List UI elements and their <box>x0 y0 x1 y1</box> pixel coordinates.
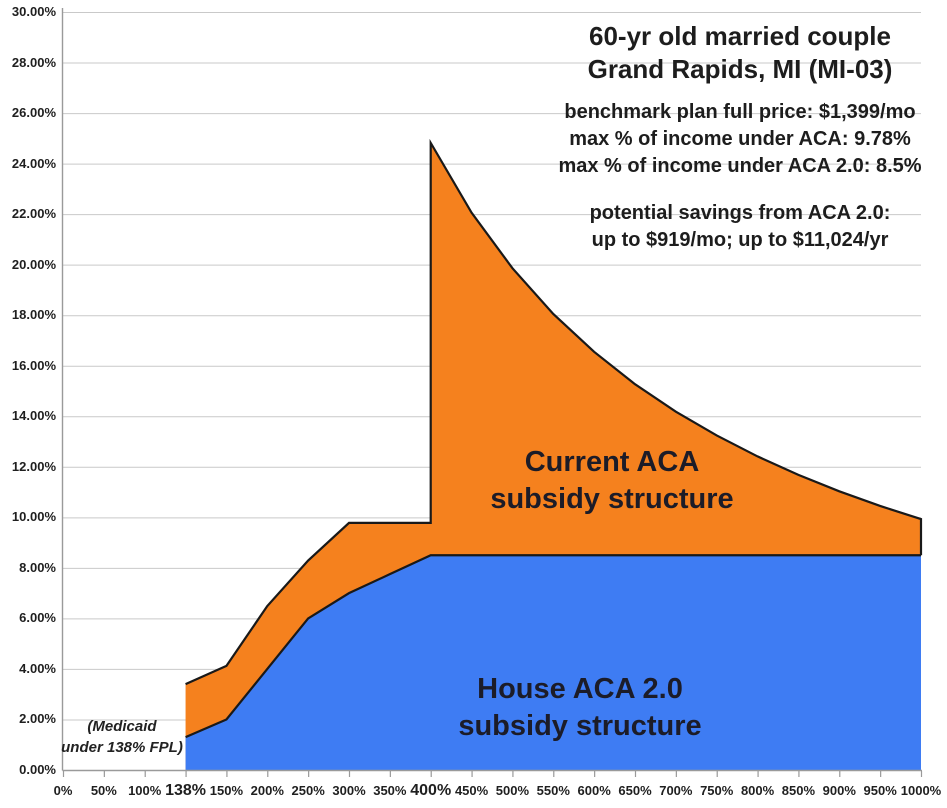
x-axis-label: 700% <box>659 783 693 798</box>
house-aca-series-label-line1: House ACA 2.0 <box>477 673 683 705</box>
x-axis-label: 400% <box>410 782 452 799</box>
max-pct-aca-note: max % of income under ACA: 9.78% <box>569 128 911 150</box>
savings-note-line2: up to $919/mo; up to $11,024/yr <box>591 229 889 251</box>
y-axis-label: 12.00% <box>11 458 56 474</box>
annotation-block: 60-yr old married couple Grand Rapids, M… <box>540 20 940 254</box>
x-axis-label: 650% <box>618 783 652 798</box>
y-axis-label: 18.00% <box>11 307 56 323</box>
x-axis-label: 600% <box>577 783 611 798</box>
house-aca-series-label: House ACA 2.0 subsidy structure <box>458 671 701 745</box>
chart-title-line2: Grand Rapids, MI (MI-03) <box>587 54 893 84</box>
y-axis-label: 8.00% <box>19 559 56 575</box>
y-axis-label: 0.00% <box>19 762 56 777</box>
x-axis-label: 1000% <box>900 783 942 798</box>
y-axis-label: 6.00% <box>19 610 56 626</box>
medicaid-note-line1: (Medicaid <box>87 718 157 735</box>
current-aca-outline <box>185 138 923 686</box>
x-axis-label: 300% <box>332 783 366 798</box>
medicaid-note: (Medicaid under 138% FPL) <box>61 716 183 758</box>
y-axis-label: 2.00% <box>19 711 56 727</box>
x-axis-label: 150% <box>209 783 244 798</box>
x-axis-label: 450% <box>454 783 489 798</box>
x-axis-label: 550% <box>536 783 570 798</box>
x-axis-label: 750% <box>700 783 734 798</box>
y-axis-label: 24.00% <box>11 155 56 171</box>
house-aca-outline <box>185 554 921 739</box>
current-aca-series-label-line1: Current ACA <box>524 446 700 478</box>
y-axis-label: 14.00% <box>11 408 56 424</box>
x-axis-label: 0% <box>53 783 73 798</box>
x-axis-label: 800% <box>740 783 775 798</box>
house-aca-area <box>185 555 921 770</box>
medicaid-note-line2: under 138% FPL) <box>61 739 183 756</box>
y-axis-label: 20.00% <box>11 256 56 272</box>
x-axis-label: 500% <box>495 783 530 798</box>
x-axis-label: 350% <box>373 783 407 798</box>
house-aca-series-label-line2: subsidy structure <box>458 710 702 742</box>
y-axis-label: 30.00% <box>11 4 56 19</box>
y-axis-label: 10.00% <box>11 509 56 525</box>
chart-title-line1: 60-yr old married couple <box>589 21 891 51</box>
current-aca-series-label: Current ACA subsidy structure <box>490 444 733 518</box>
x-axis-label: 200% <box>250 783 284 798</box>
x-axis-label: 50% <box>90 783 117 798</box>
x-axis-label: 100% <box>128 783 162 798</box>
y-axis-label: 26.00% <box>11 105 56 121</box>
x-axis-label: 850% <box>781 783 816 798</box>
spacer <box>540 86 940 99</box>
x-axis-label: 950% <box>863 783 897 798</box>
x-axis-label: 900% <box>822 783 856 798</box>
y-axis-label: 16.00% <box>11 357 56 373</box>
x-axis-label: 250% <box>291 783 325 798</box>
spacer <box>540 180 940 200</box>
y-axis-label: 4.00% <box>19 660 56 676</box>
benchmark-price-note: benchmark plan full price: $1,399/mo <box>564 101 916 123</box>
max-pct-aca2-note: max % of income under ACA 2.0: 8.5% <box>558 155 922 177</box>
y-axis-label: 22.00% <box>11 206 56 222</box>
savings-note-line1: potential savings from ACA 2.0: <box>589 202 891 224</box>
x-axis-label: 138% <box>165 782 207 799</box>
current-aca-series-label-line2: subsidy structure <box>490 483 734 515</box>
y-axis-label: 28.00% <box>11 54 56 70</box>
